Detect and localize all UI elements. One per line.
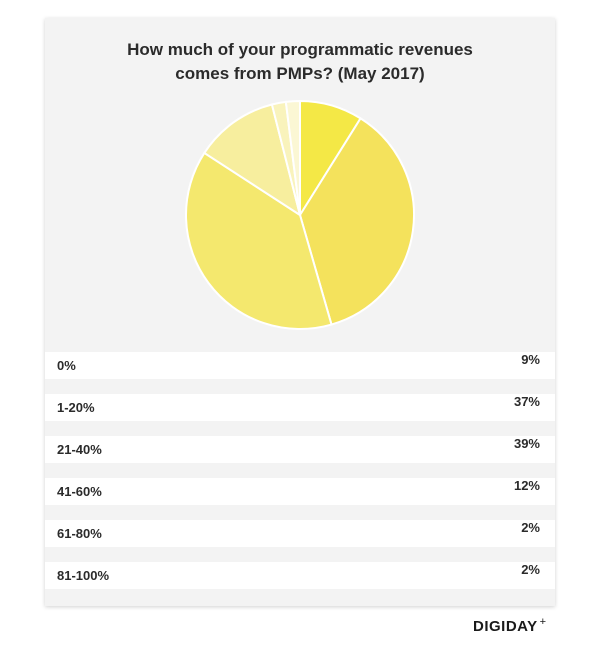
pie-chart — [185, 100, 415, 330]
legend-row: 1-20% 37% — [45, 394, 555, 421]
legend-row: 41-60% 12% — [45, 478, 555, 505]
chart-title-line-2: comes from PMPs? (May 2017) — [175, 64, 425, 83]
pie-slice-2 — [298, 117, 415, 326]
legend-row: 61-80% 2% — [45, 520, 555, 547]
digiday-logo: DIGIDAY + — [473, 616, 547, 635]
legend-row-label: 1-20% — [57, 400, 95, 415]
legend-row-value: 2% — [521, 520, 540, 535]
pie-slice-3 — [185, 151, 333, 330]
legend-row-label: 81-100% — [57, 568, 110, 583]
pie-slice-4 — [202, 103, 302, 218]
chart-card: How much of your programmatic revenues c… — [45, 18, 555, 606]
pie-slice-6 — [284, 100, 301, 216]
legend-row: 0% 9% — [45, 352, 555, 379]
legend-row-label: 41-60% — [57, 484, 102, 499]
legend-row-label: 0% — [57, 358, 76, 373]
legend-row-value: 9% — [521, 352, 540, 367]
legend-row-value: 2% — [521, 562, 540, 577]
chart-title-line-1: How much of your programmatic revenues — [127, 40, 473, 59]
legend-table: 0% 9% 1-20% 37% 21-40% 39% 41-60% 12% 61-80% 2% 81… — [45, 352, 555, 604]
legend-row-label: 21-40% — [57, 442, 102, 457]
brand-name: DIGIDAY — [473, 618, 538, 635]
chart-title: How much of your programmatic revenues c… — [45, 38, 555, 86]
legend-row: 21-40% 39% — [45, 436, 555, 463]
legend-row-value: 39% — [513, 436, 540, 451]
legend-row: 81-100% 2% — [45, 562, 555, 589]
legend-row-value: 37% — [513, 394, 540, 409]
legend-row-label: 61-80% — [57, 526, 102, 541]
legend-row-value: 12% — [513, 478, 540, 493]
brand-plus-mark: + — [539, 616, 547, 628]
